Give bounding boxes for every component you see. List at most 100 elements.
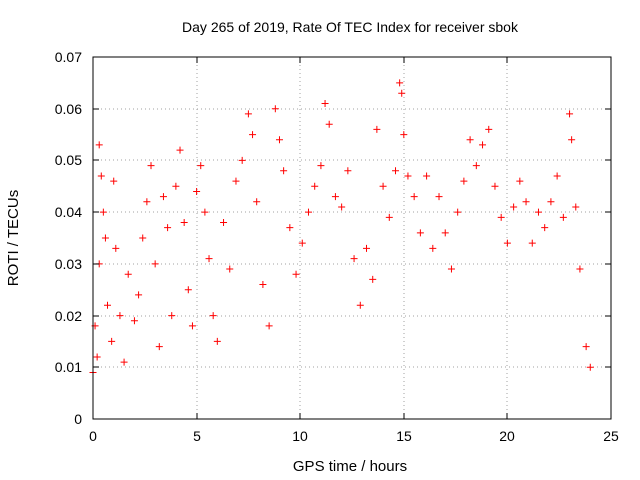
- data-point: [304, 208, 312, 216]
- y-tick-label: 0.07: [55, 49, 82, 65]
- data-point: [321, 100, 329, 108]
- data-point: [344, 167, 352, 175]
- data-point: [379, 182, 387, 190]
- data-point: [139, 234, 147, 242]
- data-point: [259, 281, 267, 289]
- data-point: [120, 358, 128, 366]
- data-point: [226, 265, 234, 273]
- y-tick-label: 0.05: [55, 152, 82, 168]
- y-tick-label: 0.06: [55, 101, 82, 117]
- y-axis-label: ROTI / TECUs: [5, 190, 22, 286]
- data-point: [95, 141, 103, 149]
- data-point: [184, 286, 192, 294]
- y-tick-labels: 0 0.01 0.02 0.03 0.04 0.05 0.06 0.07: [55, 49, 82, 427]
- data-point: [147, 162, 155, 170]
- y-tick-label: 0: [74, 411, 82, 427]
- data-point: [249, 131, 257, 139]
- data-point: [238, 156, 246, 164]
- data-point: [398, 89, 406, 97]
- y-tick-label: 0.02: [55, 308, 82, 324]
- data-point: [188, 322, 196, 330]
- data-point: [97, 172, 105, 180]
- data-points: [89, 79, 594, 376]
- data-point: [116, 312, 124, 320]
- data-point: [311, 182, 319, 190]
- data-point: [338, 203, 346, 211]
- data-point: [220, 218, 228, 226]
- x-tick-label: 0: [89, 428, 97, 444]
- data-point: [104, 301, 112, 309]
- data-point: [151, 260, 159, 268]
- data-point: [193, 187, 201, 195]
- data-point: [112, 244, 120, 252]
- data-point: [298, 239, 306, 247]
- y-tick-label: 0.01: [55, 359, 82, 375]
- data-point: [325, 120, 333, 128]
- data-point: [373, 125, 381, 133]
- data-point: [253, 198, 261, 206]
- data-point: [350, 255, 358, 263]
- data-point: [404, 172, 412, 180]
- data-point: [275, 136, 283, 144]
- data-point: [124, 270, 132, 278]
- data-point: [497, 213, 505, 221]
- x-tick-label: 10: [292, 428, 308, 444]
- x-tick-label: 15: [396, 428, 412, 444]
- data-point: [447, 265, 455, 273]
- data-point: [534, 208, 542, 216]
- data-point: [485, 125, 493, 133]
- data-point: [582, 343, 590, 351]
- data-point: [460, 177, 468, 185]
- data-point: [503, 239, 511, 247]
- data-point: [130, 317, 138, 325]
- data-point: [331, 193, 339, 201]
- data-point: [385, 213, 393, 221]
- data-point: [547, 198, 555, 206]
- y-tick-label: 0.04: [55, 204, 82, 220]
- y-tick-label: 0.03: [55, 256, 82, 272]
- data-point: [99, 208, 107, 216]
- data-point: [416, 229, 424, 237]
- data-point: [155, 343, 163, 351]
- data-point: [491, 182, 499, 190]
- data-point: [429, 244, 437, 252]
- data-point: [454, 208, 462, 216]
- grid: [93, 57, 611, 419]
- chart-title: Day 265 of 2019, Rate Of TEC Index for r…: [182, 19, 519, 35]
- data-point: [576, 265, 584, 273]
- x-tick-label: 25: [603, 428, 619, 444]
- data-point: [168, 312, 176, 320]
- data-point: [566, 110, 574, 118]
- data-point: [159, 193, 167, 201]
- x-axis-label: GPS time / hours: [293, 458, 407, 475]
- data-point: [164, 224, 172, 232]
- data-point: [292, 270, 300, 278]
- data-point: [205, 255, 213, 263]
- data-point: [172, 182, 180, 190]
- data-point: [516, 177, 524, 185]
- data-point: [528, 239, 536, 247]
- data-point: [466, 136, 474, 144]
- data-point: [472, 162, 480, 170]
- data-point: [441, 229, 449, 237]
- data-point: [396, 79, 404, 87]
- data-point: [541, 224, 549, 232]
- data-point: [586, 363, 594, 371]
- data-point: [213, 337, 221, 345]
- data-point: [232, 177, 240, 185]
- data-point: [101, 234, 109, 242]
- data-point: [559, 213, 567, 221]
- data-point: [410, 193, 418, 201]
- data-point: [209, 312, 217, 320]
- data-point: [356, 301, 364, 309]
- data-point: [568, 136, 576, 144]
- data-point: [572, 203, 580, 211]
- data-point: [143, 198, 151, 206]
- data-point: [479, 141, 487, 149]
- data-point: [201, 208, 209, 216]
- tick-marks: [92, 57, 611, 419]
- plot-frame: [92, 56, 612, 420]
- data-point: [435, 193, 443, 201]
- data-point: [317, 162, 325, 170]
